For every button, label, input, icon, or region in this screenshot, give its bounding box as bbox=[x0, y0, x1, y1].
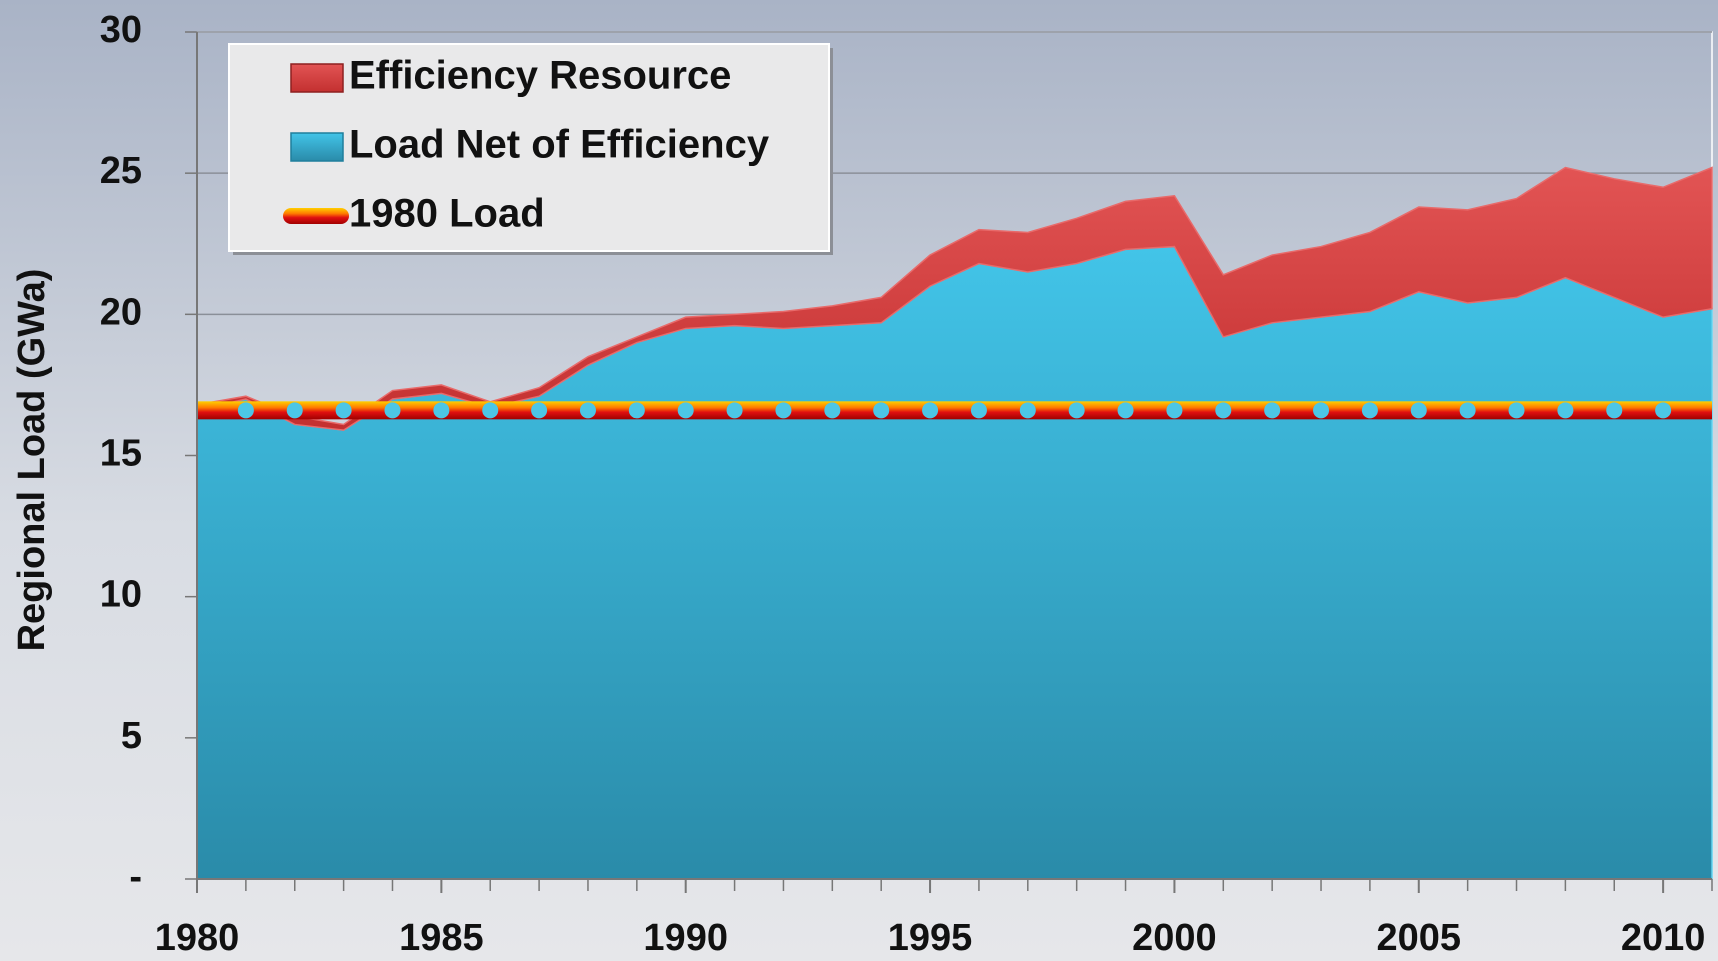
line-marker bbox=[1215, 402, 1232, 419]
line-marker bbox=[1068, 402, 1085, 419]
line-marker bbox=[579, 402, 596, 419]
reference-line bbox=[197, 401, 1712, 420]
x-tick-label: 1985 bbox=[399, 917, 484, 959]
y-tick-label: 5 bbox=[121, 715, 142, 757]
x-tick-label: 1995 bbox=[888, 917, 973, 959]
line-marker bbox=[1313, 402, 1330, 419]
line-marker bbox=[1410, 402, 1427, 419]
y-tick-label: 30 bbox=[100, 9, 142, 51]
line-marker bbox=[873, 402, 890, 419]
x-tick-label: 2010 bbox=[1621, 917, 1706, 959]
legend-label: Load Net of Efficiency bbox=[349, 123, 770, 167]
x-tick-label: 2005 bbox=[1377, 917, 1462, 959]
y-axis-label: Regional Load (GWa) bbox=[11, 269, 53, 652]
line-marker bbox=[1606, 402, 1623, 419]
line-marker bbox=[1459, 402, 1476, 419]
legend-label: Efficiency Resource bbox=[349, 54, 731, 98]
y-tick-label: 20 bbox=[100, 291, 142, 333]
line-marker bbox=[482, 402, 499, 419]
legend-swatch bbox=[290, 132, 344, 162]
line-marker bbox=[922, 402, 939, 419]
line-marker bbox=[1166, 402, 1183, 419]
line-marker bbox=[531, 402, 548, 419]
line-marker bbox=[237, 402, 254, 419]
line-marker bbox=[775, 402, 792, 419]
line-marker bbox=[970, 402, 987, 419]
y-tick-label: - bbox=[129, 856, 142, 898]
y-tick-label: 10 bbox=[100, 574, 142, 616]
line-marker bbox=[286, 402, 303, 419]
line-marker bbox=[1264, 402, 1281, 419]
line-marker bbox=[726, 402, 743, 419]
x-tick-label: 2000 bbox=[1132, 917, 1217, 959]
legend-swatch bbox=[290, 63, 344, 93]
line-marker bbox=[335, 402, 352, 419]
line-marker bbox=[1117, 402, 1134, 419]
line-marker bbox=[1508, 402, 1525, 419]
legend-swatch bbox=[283, 208, 349, 224]
x-tick-label: 1980 bbox=[155, 917, 240, 959]
y-tick-label: 15 bbox=[100, 433, 142, 475]
line-marker bbox=[433, 402, 450, 419]
x-tick-label: 1990 bbox=[643, 917, 728, 959]
line-marker bbox=[384, 402, 401, 419]
line-marker bbox=[628, 402, 645, 419]
line-marker bbox=[824, 402, 841, 419]
line-marker bbox=[1019, 402, 1036, 419]
legend-label: 1980 Load bbox=[349, 192, 545, 236]
line-marker bbox=[1655, 402, 1672, 419]
line-marker bbox=[1361, 402, 1378, 419]
line-marker bbox=[1557, 402, 1574, 419]
area bbox=[196, 166, 1713, 431]
line-marker bbox=[677, 402, 694, 419]
y-tick-label: 25 bbox=[100, 150, 142, 192]
